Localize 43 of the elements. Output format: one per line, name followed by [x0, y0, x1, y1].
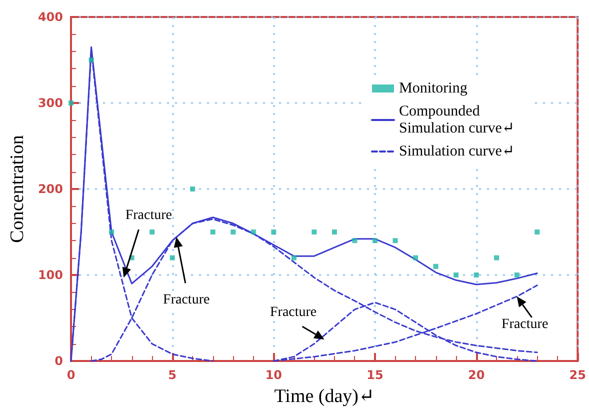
- x-tick-label: 15: [366, 368, 384, 382]
- x-tick-label: 5: [168, 368, 177, 382]
- legend-label: Compounded Simulation curve↵: [399, 104, 514, 136]
- point: [352, 238, 358, 244]
- point: [413, 255, 418, 260]
- y-tick-label: 0: [54, 354, 63, 368]
- point: [88, 58, 94, 62]
- annotation: Fracture: [270, 305, 317, 320]
- x-axis-title: Time (day)↵: [274, 386, 374, 407]
- point: [68, 100, 74, 106]
- annotation: Fracture: [125, 208, 172, 224]
- x-tick-label: 25: [569, 368, 586, 382]
- point: [250, 230, 256, 234]
- y-axis-title: Concentration: [7, 134, 28, 243]
- point: [332, 230, 337, 234]
- legend-label: Monitoring: [399, 80, 468, 96]
- annotation: Fracture: [163, 292, 210, 308]
- y-tick-label: 300: [38, 96, 63, 110]
- point: [150, 230, 155, 234]
- point: [392, 238, 398, 244]
- x-tick-label: 20: [468, 368, 485, 382]
- point: [210, 230, 216, 234]
- x-tick-label: 10: [265, 368, 282, 382]
- point: [534, 230, 540, 234]
- point: [372, 238, 378, 244]
- point: [454, 272, 459, 278]
- point: [271, 230, 276, 234]
- point: [230, 230, 236, 234]
- point: [109, 230, 114, 234]
- annotation: Fracture: [502, 317, 548, 332]
- y-tick-label: 200: [38, 182, 63, 196]
- point: [433, 264, 438, 269]
- y-tick-label: 400: [38, 10, 63, 24]
- point: [291, 255, 296, 260]
- point: [494, 255, 500, 260]
- point: [474, 272, 479, 278]
- point: [170, 255, 175, 260]
- y-tick-label: 100: [38, 268, 63, 282]
- point: [190, 186, 196, 192]
- legend-label: Simulation curve↵: [399, 144, 514, 160]
- x-tick-label: 0: [66, 368, 76, 382]
- point: [514, 272, 520, 278]
- point: [312, 230, 317, 234]
